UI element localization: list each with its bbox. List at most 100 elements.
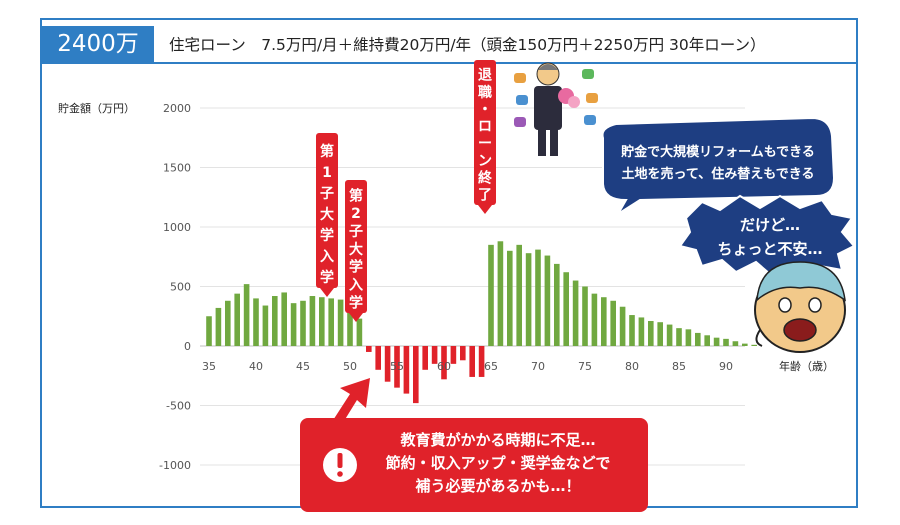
bubble-line-1: 貯金で大規模リフォームもできる [621, 144, 815, 160]
alert-line-3: 補う必要があるかも…！ [414, 477, 580, 495]
bar [629, 315, 635, 346]
bar [554, 263, 560, 346]
bar [337, 299, 344, 346]
worry-bubble: だけど… ちょっと不安… [678, 194, 856, 280]
bubble-line-2: 土地を売って、住み替えもできる [622, 166, 815, 182]
x-tick-label: 40 [249, 360, 263, 373]
bar [262, 305, 269, 346]
label-pointer [478, 205, 492, 214]
bar [460, 346, 466, 361]
bar [695, 332, 701, 346]
worry-line-2: ちょっと不安… [717, 240, 822, 258]
clapping-hands [516, 95, 528, 105]
label-text: 退職・ローン終了 [478, 68, 493, 204]
y-tick-label: 0 [184, 340, 191, 353]
x-axis-label: 年齢（歳） [779, 359, 834, 373]
bar [450, 346, 457, 364]
bar [356, 318, 363, 346]
retiree-illustration [514, 62, 598, 156]
bar [657, 322, 663, 346]
loan-subtitle: 住宅ローン 7.5万円/月＋維持費20万円/年（頭金150万円＋2250万円 3… [169, 36, 766, 54]
label-box [316, 133, 338, 288]
bar [384, 346, 391, 382]
alert-line-2: 節約・収入アップ・奨学金などで [386, 454, 611, 472]
bar [638, 317, 645, 346]
label-text: 第 1 子大学入学 [320, 143, 334, 286]
bar [347, 304, 353, 346]
clapping-hands [514, 117, 526, 127]
worry-line-1: だけど… [740, 216, 800, 234]
eye [808, 297, 822, 313]
y-tick-label: 1000 [163, 221, 191, 234]
bar [328, 298, 334, 346]
x-tick-label: 45 [296, 360, 310, 373]
bar [582, 286, 588, 346]
bar [469, 346, 475, 377]
alert-box [300, 418, 648, 512]
bar [394, 346, 400, 388]
bar [497, 241, 504, 346]
bar [403, 346, 410, 394]
bar [525, 253, 532, 346]
bar [309, 296, 316, 346]
bar [290, 303, 297, 346]
bouquet [568, 96, 580, 108]
clapping-hands [586, 93, 598, 103]
bar [742, 343, 748, 346]
label-pointer [320, 288, 334, 297]
label-text: 第 2 子大学入学 [349, 187, 363, 311]
alert-line-1: 教育費がかかる時期に不足… [399, 431, 595, 449]
bar [751, 344, 757, 346]
x-tick-label: 55 [390, 360, 404, 373]
x-tick-label: 65 [484, 360, 498, 373]
bar [234, 293, 240, 346]
bar [319, 297, 325, 346]
hair [756, 261, 846, 302]
retire-annotation: 退職・ローン終了 [474, 60, 496, 214]
bar [431, 346, 438, 364]
bar [441, 346, 447, 380]
y-tick-label: 500 [170, 281, 191, 294]
bar [685, 329, 692, 346]
bar [243, 284, 250, 346]
exclamation-dot [337, 471, 343, 477]
y-tick-label: 2000 [163, 102, 191, 115]
exclamation-stem [337, 453, 343, 468]
bar [375, 346, 381, 370]
bar [272, 296, 278, 346]
bar [225, 300, 231, 346]
bar [591, 293, 598, 346]
bar [732, 341, 739, 346]
bubble-shape [601, 116, 836, 215]
bar [413, 346, 419, 404]
bar [206, 316, 212, 346]
x-tick-label: 70 [531, 360, 545, 373]
bar [488, 244, 494, 346]
y-tick-label: -500 [166, 400, 191, 413]
amount-badge: 2400万 [42, 26, 154, 62]
bar [610, 300, 616, 346]
y-tick-label: 1500 [163, 162, 191, 175]
bar [281, 292, 287, 346]
bar [601, 297, 607, 346]
hair [538, 64, 558, 70]
bar [535, 249, 541, 346]
x-tick-label: 60 [437, 360, 451, 373]
x-tick-label: 80 [625, 360, 639, 373]
x-tick-label: 75 [578, 360, 592, 373]
header-divider [42, 62, 856, 64]
suit [534, 86, 562, 130]
mouth [783, 318, 817, 342]
bar [704, 335, 710, 346]
y-axis-label: 貯金額（万円） [58, 101, 135, 115]
bar [366, 346, 372, 352]
bar [723, 338, 729, 346]
clapping-hands [582, 69, 594, 79]
burst-shape [678, 194, 856, 280]
clapping-hands [514, 73, 526, 83]
bar [619, 306, 626, 346]
bar [215, 307, 222, 346]
